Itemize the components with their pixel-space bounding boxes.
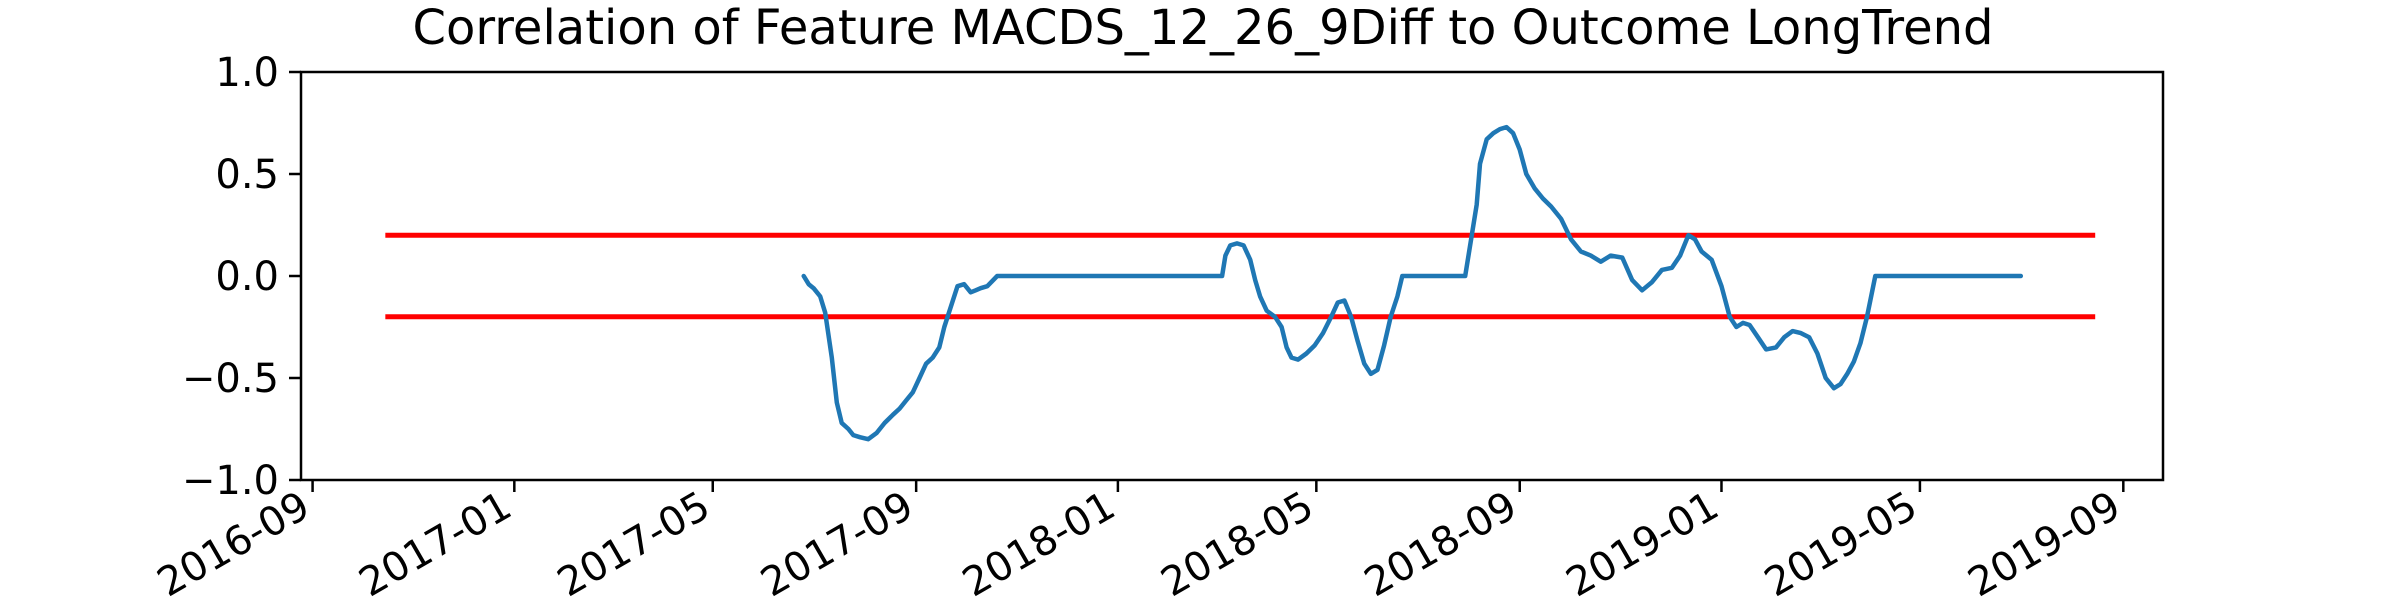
- x-tick-label: 2019-05: [1757, 483, 1925, 600]
- x-tick-label: 2017-05: [550, 483, 718, 600]
- y-tick-label: −1.0: [182, 458, 279, 504]
- y-tick-label: −0.5: [182, 356, 279, 402]
- y-axis: −1.0 −0.5 0.0 0.5 1.0: [182, 50, 301, 504]
- x-tick-label: 2018-05: [1154, 483, 1322, 600]
- chart-title: Correlation of Feature MACDS_12_26_9Diff…: [412, 0, 1993, 56]
- threshold-lines: [385, 232, 2096, 320]
- x-tick-label: 2019-01: [1559, 483, 1727, 600]
- y-tick-label: 1.0: [215, 50, 279, 96]
- x-axis: 2016-09 2017-01 2017-05 2017-09 2018-01 2018-…: [150, 480, 2128, 600]
- x-tick-label: 2018-09: [1357, 483, 1525, 600]
- series-line-correlation: [801, 124, 2024, 442]
- data-series: [801, 124, 2024, 442]
- x-tick-label: 2017-01: [352, 483, 520, 600]
- x-tick-label: 2019-09: [1961, 483, 2129, 600]
- y-tick-label: 0.5: [215, 152, 279, 198]
- x-tick-label: 2017-09: [753, 483, 921, 600]
- y-tick-label: 0.0: [215, 254, 279, 300]
- x-tick-label: 2018-01: [955, 483, 1123, 600]
